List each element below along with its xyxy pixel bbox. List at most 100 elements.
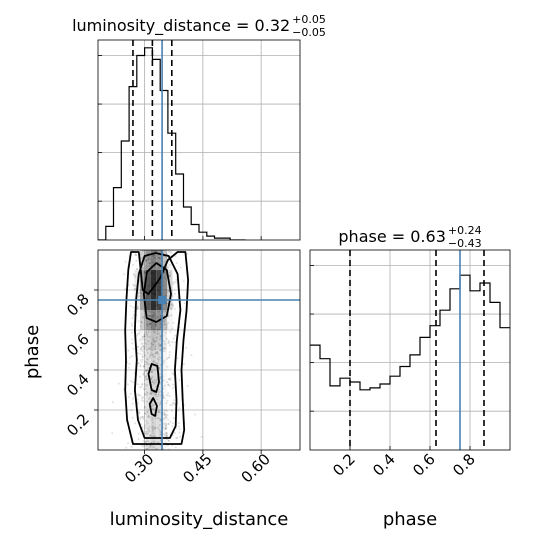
density-sample [143,271,146,274]
density-sample [155,315,158,318]
density-sample [142,374,145,376]
density-sample [157,257,160,260]
density-sample [143,335,146,337]
density-sample [158,320,161,323]
density-sample [157,353,160,356]
density-sample [150,343,153,345]
density-sample [146,358,149,361]
density-body [98,250,300,450]
density-sample [141,397,144,400]
density-sample [179,266,182,269]
density-sample [142,335,145,338]
density-sample [177,422,180,424]
density-cell [156,250,162,270]
density-sample [152,426,154,429]
density-sample [151,381,154,384]
density-sample [165,402,168,405]
density-sample [166,399,169,402]
density-sample [148,265,151,268]
density-sample [149,348,152,351]
density-sample [158,267,161,269]
density-sample [146,323,149,326]
density-sample [163,343,166,345]
density-sample [148,398,151,401]
density-sample [151,426,154,429]
density-sample [172,322,175,324]
density-cell [161,330,168,350]
density-sample [151,405,153,407]
density-sample [175,427,178,430]
density-sample [157,393,160,396]
density-sample [145,440,148,443]
density-sample [142,418,145,421]
density-sample [144,385,147,388]
density-sample [169,251,172,254]
density-sample [155,395,157,398]
density-cell [140,350,145,370]
density-sample [146,335,149,338]
density-sample [167,422,170,425]
density-sample [147,252,150,255]
density-sample [158,310,160,313]
density-yticklabel-0: 0.2 [63,410,93,440]
density-sample [144,413,147,415]
density-sample [137,438,140,441]
density-sample [165,324,168,326]
density-sample [171,425,174,428]
density-sample [163,396,165,399]
density-sample [149,347,151,350]
density-cell [161,270,168,290]
density-sample [145,343,148,345]
density-sample [167,250,170,253]
density-sample [165,302,168,305]
density-sample [163,347,166,349]
density-sample [166,434,169,437]
density-sample [131,397,134,400]
density-sample [142,345,145,347]
hist2-xticklabel-1: 0.4 [369,450,399,480]
density-sample [151,418,154,421]
density-sample [145,432,148,435]
density-sample [143,333,146,336]
density-cell [156,430,162,450]
density-sample [162,319,165,322]
density-sample [167,339,170,342]
density-sample [144,258,147,261]
density-sample [144,338,147,341]
density-sample [148,256,151,259]
hist2-title: phase = 0.63 [338,227,445,246]
density-sample [156,378,158,381]
density-sample [172,416,175,419]
density-sample [174,255,177,258]
density-sample [155,352,157,355]
density-sample [127,442,130,445]
density-sample [183,363,185,366]
density-yticklabel-3: 0.8 [63,290,93,320]
density-sample [171,409,173,412]
density-sample [144,369,147,372]
density-sample [150,326,153,329]
density-sample [139,325,142,328]
density-cell [156,390,162,410]
density-sample [134,254,137,257]
density-sample [149,322,152,325]
density-sample [167,356,170,359]
density-sample [155,255,158,258]
density-sample [190,354,193,357]
density-sample [157,391,160,394]
density-sample [146,400,149,403]
density-sample [149,315,152,318]
density-sample [142,266,144,269]
density-cell [145,430,151,450]
density-sample [165,303,168,306]
density-sample [165,415,168,418]
density-sample [153,340,155,342]
density-sample [137,432,140,435]
density-sample [162,379,165,382]
density-sample [128,356,131,359]
density-sample [168,264,171,266]
density-sample [149,371,152,374]
density-sample [165,291,168,294]
density-sample [128,362,131,365]
density-xticklabel-0: 0.30 [121,450,157,486]
